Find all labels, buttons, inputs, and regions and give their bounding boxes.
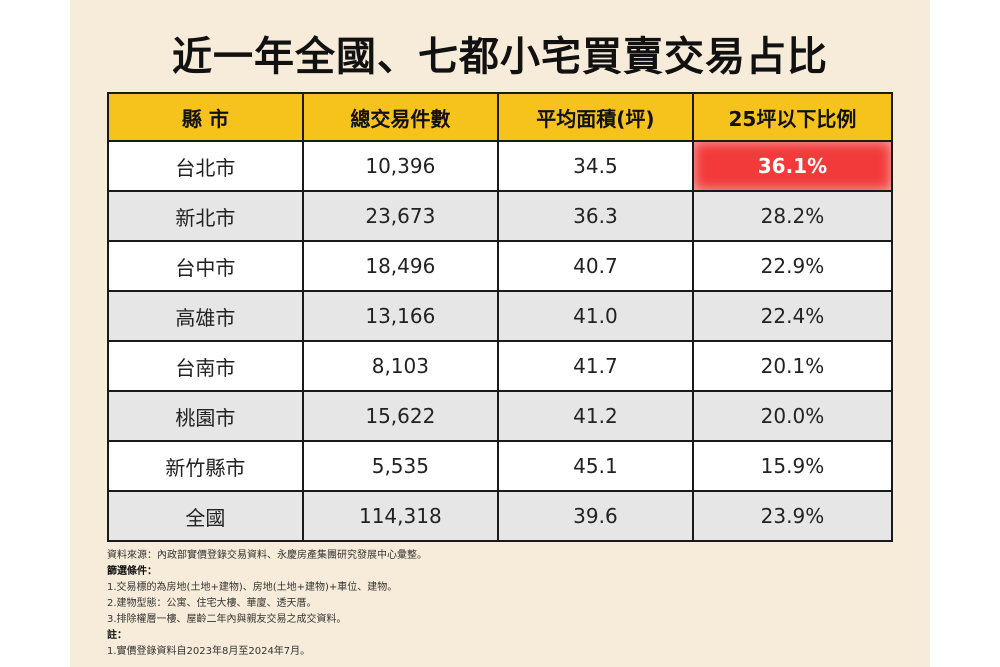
cell-city: 桃園市: [107, 390, 304, 442]
content-panel: 近一年全國、七都小宅買賣交易占比 縣 市 總交易件數 平均面積(坪) 25坪以下…: [70, 0, 930, 667]
cell-total: 8,103: [301, 340, 499, 392]
data-table: 縣 市 總交易件數 平均面積(坪) 25坪以下比例 台北市 10,396 34.…: [107, 92, 894, 542]
header-city: 縣 市: [107, 92, 304, 142]
table-header-row: 縣 市 總交易件數 平均面積(坪) 25坪以下比例: [107, 92, 894, 142]
cell-total: 23,673: [301, 190, 499, 242]
cell-city: 高雄市: [107, 290, 304, 342]
cell-area: 34.5: [496, 140, 694, 192]
cell-area: 41.0: [496, 290, 694, 342]
page-title: 近一年全國、七都小宅買賣交易占比: [172, 34, 828, 80]
note-heading: 註：: [107, 630, 127, 641]
cell-total: 114,318: [301, 490, 499, 542]
cell-ratio-highlighted: 36.1%: [691, 140, 894, 192]
cell-ratio: 28.2%: [691, 190, 894, 242]
cell-area: 36.3: [496, 190, 694, 242]
cell-area: 45.1: [496, 440, 694, 492]
cell-total: 18,496: [301, 240, 499, 292]
filter-item: 3.排除權層一樓、屋齡二年內與親友交易之成交資料。: [107, 614, 347, 625]
cell-city: 台南市: [107, 340, 304, 392]
table-row: 台南市 8,103 41.7 20.1%: [107, 340, 894, 392]
table-row: 高雄市 13,166 41.0 22.4%: [107, 290, 894, 342]
table-row: 台北市 10,396 34.5 36.1%: [107, 140, 894, 192]
filter-item: 1.交易標的為房地(土地+建物)、房地(土地+建物)+車位、建物。: [107, 582, 398, 593]
cell-area: 41.2: [496, 390, 694, 442]
cell-ratio: 22.9%: [691, 240, 894, 292]
cell-city: 新北市: [107, 190, 304, 242]
cell-area: 40.7: [496, 240, 694, 292]
table-row: 全國 114,318 39.6 23.9%: [107, 490, 894, 542]
cell-city: 台北市: [107, 140, 304, 192]
cell-ratio: 22.4%: [691, 290, 894, 342]
cell-area: 39.6: [496, 490, 694, 542]
filter-item: 2.建物型態：公寓、住宅大樓、華廈、透天厝。: [107, 598, 317, 609]
cell-ratio: 20.0%: [691, 390, 894, 442]
cell-ratio: 23.9%: [691, 490, 894, 542]
header-total-transactions: 總交易件數: [301, 92, 499, 142]
note-item: 1.實價登錄資料自2023年8月至2024年7月。: [107, 646, 311, 657]
cell-ratio: 20.1%: [691, 340, 894, 392]
header-average-area: 平均面積(坪): [496, 92, 694, 142]
cell-city: 台中市: [107, 240, 304, 292]
cell-total: 13,166: [301, 290, 499, 342]
cell-city: 新竹縣市: [107, 440, 304, 492]
table-row: 台中市 18,496 40.7 22.9%: [107, 240, 894, 292]
table-row: 新竹縣市 5,535 45.1 15.9%: [107, 440, 894, 492]
source-note: 資料來源：內政部實價登錄交易資料、永慶房產集團研究發展中心彙整。: [107, 550, 427, 561]
filter-heading: 篩選條件：: [107, 566, 157, 577]
table-row: 桃園市 15,622 41.2 20.0%: [107, 390, 894, 442]
cell-total: 5,535: [301, 440, 499, 492]
cell-area: 41.7: [496, 340, 694, 392]
cell-ratio: 15.9%: [691, 440, 894, 492]
header-under-25-ping-ratio: 25坪以下比例: [691, 92, 894, 142]
table-row: 新北市 23,673 36.3 28.2%: [107, 190, 894, 242]
cell-city: 全國: [107, 490, 304, 542]
cell-total: 10,396: [301, 140, 499, 192]
cell-total: 15,622: [301, 390, 499, 442]
footnotes: 資料來源：內政部實價登錄交易資料、永慶房產集團研究發展中心彙整。 篩選條件： 1…: [107, 548, 887, 660]
